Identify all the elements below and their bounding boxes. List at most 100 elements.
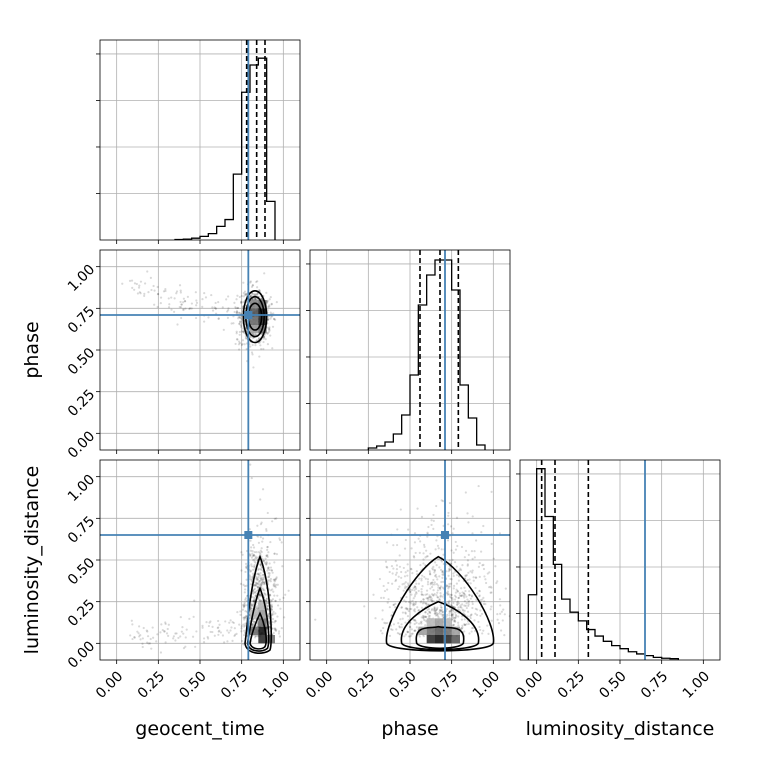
panel-geocent_time-vs-luminosity_distance-sample (165, 623, 167, 625)
panel-geocent_time-vs-luminosity_distance-sample (217, 627, 219, 629)
hist-luminosity_distance-xtick-label-0: 0.00 (513, 668, 546, 701)
panel-geocent_time-vs-phase-sample (180, 317, 182, 319)
panel-phase-vs-luminosity_distance-sample (400, 571, 402, 573)
panel-geocent_time-vs-phase-sample (150, 277, 152, 279)
panel-geocent_time-vs-luminosity_distance-sample (279, 635, 281, 637)
panel-phase-vs-luminosity_distance-sample (449, 502, 451, 504)
panel-phase-vs-luminosity_distance-sample (438, 598, 440, 600)
panel-geocent_time-vs-luminosity_distance-sample (203, 641, 205, 643)
panel-phase-vs-luminosity_distance-sample (454, 598, 456, 600)
panel-phase-vs-luminosity_distance-sample (418, 578, 420, 580)
panel-phase-vs-luminosity_distance-sample (437, 589, 439, 591)
panel-phase-vs-luminosity_distance-sample (441, 611, 443, 613)
panel-phase-vs-luminosity_distance-sample (458, 602, 460, 604)
panel-geocent_time-vs-phase-sample (201, 298, 203, 300)
hist-geocent_time-bin-5 (217, 226, 225, 240)
panel-phase-vs-luminosity_distance-sample (454, 620, 456, 622)
panel-phase-vs-luminosity_distance-sample (441, 609, 443, 611)
panel-phase-vs-luminosity_distance-sample (414, 593, 416, 595)
panel-phase-vs-luminosity_distance-sample (429, 553, 431, 555)
panel-geocent_time-vs-luminosity_distance-ytick-label-1: 0.25 (65, 597, 98, 630)
panel-geocent_time-vs-luminosity_distance-sample (250, 570, 252, 572)
panel-geocent_time-vs-luminosity_distance-sample (218, 630, 220, 632)
panel-geocent_time-vs-phase-sample (195, 317, 197, 319)
panel-phase-vs-luminosity_distance-sample (383, 585, 385, 587)
panel-geocent_time-vs-luminosity_distance-sample (226, 629, 228, 631)
panel-phase-vs-luminosity_distance-sample (386, 566, 388, 568)
panel-phase-vs-luminosity_distance-sample (473, 580, 475, 582)
panel-geocent_time-vs-phase-sample (203, 320, 205, 322)
panel-geocent_time-vs-luminosity_distance-sample (226, 640, 228, 642)
panel-phase-vs-luminosity_distance-sample (457, 622, 459, 624)
panel-phase-vs-luminosity_distance-sample (482, 630, 484, 632)
panel-phase-vs-luminosity_distance-sample (395, 560, 397, 562)
panel-phase-vs-luminosity_distance-sample (496, 613, 498, 615)
panel-phase-vs-luminosity_distance-sample (420, 621, 422, 623)
panel-phase-vs-luminosity_distance-sample (447, 515, 449, 517)
panel-phase-vs-luminosity_distance-sample (399, 618, 401, 620)
hist-luminosity_distance-bin-1 (537, 469, 545, 660)
panel-geocent_time-vs-phase-sample (239, 317, 241, 319)
panel-phase-vs-luminosity_distance-sample (457, 615, 459, 617)
panel-phase-vs-luminosity_distance-sample (405, 596, 407, 598)
panel-phase-vs-luminosity_distance-sample (382, 627, 384, 629)
panel-phase-vs-luminosity_distance-sample (465, 491, 467, 493)
panel-geocent_time-vs-phase-sample (245, 293, 247, 295)
panel-phase-vs-luminosity_distance-density-cell-3 (452, 635, 460, 643)
hist-luminosity_distance-bin-14 (645, 656, 653, 660)
panel-geocent_time-vs-phase-sample (249, 295, 251, 297)
xlabel-luminosity_distance: luminosity_distance (526, 718, 715, 740)
panel-phase-vs-luminosity_distance-sample (471, 607, 473, 609)
panel-phase-vs-luminosity_distance-sample (468, 623, 470, 625)
panel-phase-vs-luminosity_distance-sample (464, 624, 466, 626)
panel-geocent_time-vs-luminosity_distance-sample (245, 617, 247, 619)
panel-phase-vs-luminosity_distance-sample (429, 587, 431, 589)
panel-geocent_time-vs-phase-sample (203, 292, 205, 294)
panel-geocent_time-vs-luminosity_distance-sample (259, 580, 261, 582)
panel-phase-vs-luminosity_distance-sample (406, 630, 408, 632)
panel-geocent_time-vs-luminosity_distance-sample (252, 544, 254, 546)
panel-geocent_time-vs-phase-sample (227, 317, 229, 319)
panel-phase-vs-luminosity_distance-sample (515, 618, 517, 620)
hist-luminosity_distance-bin-9 (603, 641, 611, 660)
panel-phase-vs-luminosity_distance-sample (439, 596, 441, 598)
panel-phase-vs-luminosity_distance-sample (426, 555, 428, 557)
panel-geocent_time-vs-phase-sample (210, 294, 212, 296)
panel-phase-vs-luminosity_distance-sample (473, 619, 475, 621)
panel-geocent_time-vs-phase-ytick-label-2: 0.50 (65, 345, 98, 378)
panel-phase-vs-luminosity_distance-sample (475, 539, 477, 541)
panel-phase-vs-luminosity_distance-sample (402, 618, 404, 620)
panel-geocent_time-vs-luminosity_distance-sample (160, 623, 162, 625)
panel-phase-vs-luminosity_distance-sample (405, 571, 407, 573)
panel-geocent_time-vs-luminosity_distance-sample (211, 631, 213, 633)
panel-geocent_time-vs-luminosity_distance-sample (142, 646, 144, 648)
panel-phase-vs-luminosity_distance-sample (450, 525, 452, 527)
panel-phase-vs-luminosity_distance-sample (451, 594, 453, 596)
panel-geocent_time-vs-luminosity_distance-sample (243, 634, 245, 636)
hist-phase-bin-12 (468, 418, 476, 450)
panel-phase-vs-luminosity_distance-sample (422, 562, 424, 564)
panel-phase-vs-luminosity_distance-sample (487, 572, 489, 574)
panel-phase-vs-luminosity_distance-sample (428, 608, 430, 610)
panel-phase-vs-luminosity_distance-sample (447, 587, 449, 589)
panel-phase-vs-luminosity_distance-sample (439, 587, 441, 589)
panel-phase-vs-luminosity_distance-sample (395, 628, 397, 630)
panel-geocent_time-vs-phase-sample (153, 290, 155, 292)
panel-geocent_time-vs-luminosity_distance-sample (276, 615, 278, 617)
panel-phase-vs-luminosity_distance-sample (423, 601, 425, 603)
panel-geocent_time-vs-phase-sample (211, 306, 213, 308)
panel-geocent_time-vs-luminosity_distance-sample (244, 585, 246, 587)
panel-geocent_time-vs-luminosity_distance-sample (272, 611, 274, 613)
panel-phase-vs-luminosity_distance-sample (436, 592, 438, 594)
panel-phase-vs-luminosity_distance-sample (479, 562, 481, 564)
panel-phase-vs-luminosity_distance-sample (413, 604, 415, 606)
panel-phase-vs-luminosity_distance-sample (410, 594, 412, 596)
panel-geocent_time-vs-luminosity_distance-sample (278, 632, 280, 634)
panel-geocent_time-vs-luminosity_distance-sample (175, 632, 177, 634)
panel-phase-vs-luminosity_distance-xtick-label-2: 0.50 (386, 668, 419, 701)
panel-geocent_time-vs-luminosity_distance-sample (250, 546, 252, 548)
panel-phase-vs-luminosity_distance-sample (456, 574, 458, 576)
panel-phase-vs-luminosity_distance-sample (466, 607, 468, 609)
panel-geocent_time-vs-phase-sample (249, 281, 251, 283)
panel-phase-vs-luminosity_distance-sample (464, 618, 466, 620)
